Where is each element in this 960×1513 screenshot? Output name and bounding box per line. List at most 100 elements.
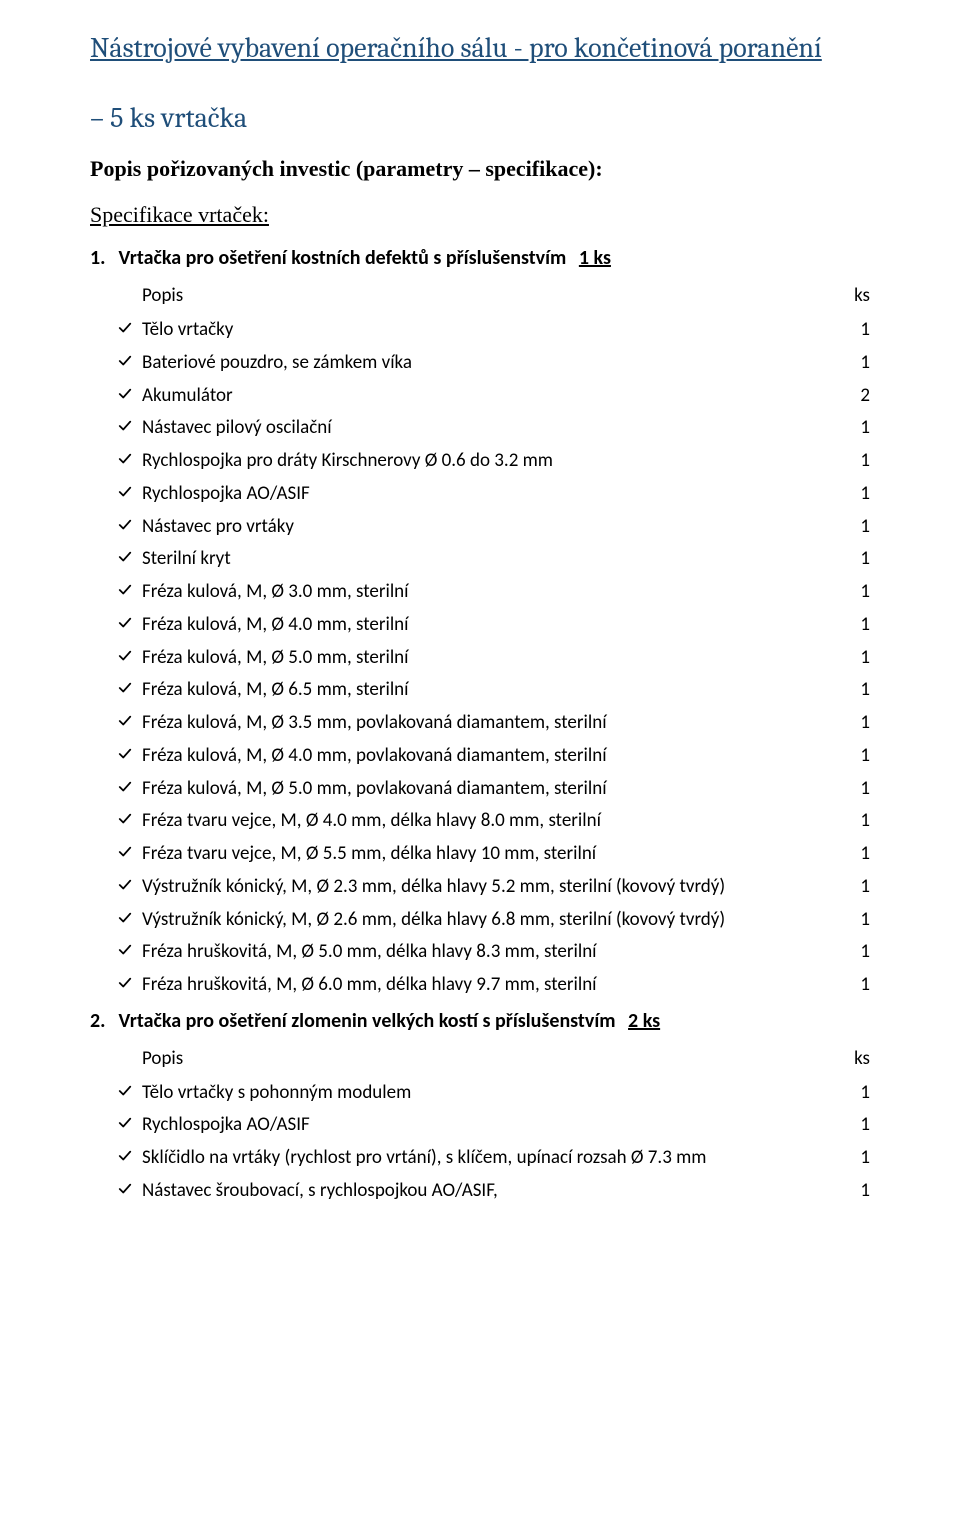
list-item: Fréza kulová, M, Ø 3.0 mm, sterilní1 [90,580,870,604]
column-header-row: Popisks [90,1047,870,1071]
item-label: Fréza kulová, M, Ø 3.0 mm, sterilní [142,580,830,604]
col-ks: ks [830,284,870,308]
section-block: 2. Vrtačka pro ošetření zlomenin velkých… [90,1009,870,1203]
item-label: Výstružník kónický, M, Ø 2.6 mm, délka h… [142,908,830,932]
list-item: Tělo vrtačky s pohonným modulem1 [90,1081,870,1105]
item-qty: 1 [830,678,870,702]
item-qty: 1 [830,449,870,473]
col-ks: ks [830,1047,870,1071]
check-icon [90,714,142,728]
item-label: Tělo vrtačky s pohonným modulem [142,1081,830,1105]
section-heading: 1. Vrtačka pro ošetření kostních defektů… [90,246,870,270]
item-qty: 1 [830,973,870,997]
item-qty: 1 [830,580,870,604]
item-label: Sklíčidlo na vrtáky (rychlost pro vrtání… [142,1146,830,1170]
item-qty: 1 [830,842,870,866]
item-label: Nástavec pilový oscilační [142,416,830,440]
col-popis: Popis [90,1047,830,1071]
item-label: Výstružník kónický, M, Ø 2.3 mm, délka h… [142,875,830,899]
item-label: Fréza kulová, M, Ø 4.0 mm, povlakovaná d… [142,744,830,768]
item-label: Fréza kulová, M, Ø 5.0 mm, sterilní [142,646,830,670]
section-number: 2. [90,1009,114,1033]
check-icon [90,911,142,925]
check-icon [90,681,142,695]
main-title: Nástrojové vybavení operačního sálu - pr… [90,30,870,66]
item-label: Rychlospojka AO/ASIF [142,482,830,506]
document-page: Nástrojové vybavení operačního sálu - pr… [0,0,960,1255]
item-qty: 1 [830,1179,870,1203]
list-item: Fréza tvaru vejce, M, Ø 4.0 mm, délka hl… [90,809,870,833]
sections-container: 1. Vrtačka pro ošetření kostních defektů… [90,246,870,1202]
item-qty: 1 [830,940,870,964]
check-icon [90,943,142,957]
list-item: Fréza kulová, M, Ø 3.5 mm, povlakovaná d… [90,711,870,735]
item-qty: 1 [830,547,870,571]
item-qty: 1 [830,613,870,637]
item-qty: 1 [830,1113,870,1137]
list-item: Tělo vrtačky1 [90,318,870,342]
list-item: Fréza kulová, M, Ø 6.5 mm, sterilní1 [90,678,870,702]
list-item: Fréza kulová, M, Ø 5.0 mm, sterilní1 [90,646,870,670]
item-label: Bateriové pouzdro, se zámkem víka [142,351,830,375]
check-icon [90,747,142,761]
item-label: Fréza kulová, M, Ø 3.5 mm, povlakovaná d… [142,711,830,735]
list-item: Nástavec pilový oscilační1 [90,416,870,440]
item-label: Fréza kulová, M, Ø 4.0 mm, sterilní [142,613,830,637]
item-qty: 1 [830,711,870,735]
item-qty: 1 [830,1146,870,1170]
list-item: Rychlospojka AO/ASIF1 [90,1113,870,1137]
list-item: Výstružník kónický, M, Ø 2.3 mm, délka h… [90,875,870,899]
list-item: Výstružník kónický, M, Ø 2.6 mm, délka h… [90,908,870,932]
item-qty: 1 [830,875,870,899]
item-label: Nástavec pro vrtáky [142,515,830,539]
list-item: Fréza kulová, M, Ø 4.0 mm, povlakovaná d… [90,744,870,768]
list-item: Bateriové pouzdro, se zámkem víka1 [90,351,870,375]
check-icon [90,387,142,401]
check-icon [90,583,142,597]
check-icon [90,812,142,826]
list-item: Fréza hruškovitá, M, Ø 5.0 mm, délka hla… [90,940,870,964]
check-icon [90,1084,142,1098]
subtitle: – 5 ks vrtačka [90,102,870,134]
section-qty: 1 ks [579,246,611,270]
list-item: Rychlospojka pro dráty Kirschnerovy Ø 0.… [90,449,870,473]
column-header-row: Popisks [90,284,870,308]
item-qty: 2 [830,384,870,408]
item-label: Akumulátor [142,384,830,408]
check-icon [90,485,142,499]
check-icon [90,550,142,564]
item-label: Tělo vrtačky [142,318,830,342]
section-heading: 2. Vrtačka pro ošetření zlomenin velkých… [90,1009,870,1033]
item-qty: 1 [830,1081,870,1105]
item-qty: 1 [830,646,870,670]
check-icon [90,321,142,335]
section-title: Vrtačka pro ošetření zlomenin velkých ko… [114,1009,620,1033]
item-label: Fréza tvaru vejce, M, Ø 4.0 mm, délka hl… [142,809,830,833]
check-icon [90,452,142,466]
investment-description: Popis pořizovaných investic (parametry –… [90,156,870,182]
item-qty: 1 [830,351,870,375]
check-icon [90,649,142,663]
check-icon [90,1182,142,1196]
item-label: Rychlospojka AO/ASIF [142,1113,830,1137]
item-qty: 1 [830,416,870,440]
item-label: Fréza kulová, M, Ø 5.0 mm, povlakovaná d… [142,777,830,801]
list-item: Fréza hruškovitá, M, Ø 6.0 mm, délka hla… [90,973,870,997]
col-popis: Popis [90,284,830,308]
item-qty: 1 [830,318,870,342]
item-qty: 1 [830,515,870,539]
list-item: Fréza kulová, M, Ø 5.0 mm, povlakovaná d… [90,777,870,801]
list-item: Sterilní kryt1 [90,547,870,571]
item-label: Fréza hruškovitá, M, Ø 6.0 mm, délka hla… [142,973,830,997]
section-title: Vrtačka pro ošetření kostních defektů s … [114,246,571,270]
check-icon [90,419,142,433]
item-qty: 1 [830,777,870,801]
item-qty: 1 [830,908,870,932]
check-icon [90,518,142,532]
check-icon [90,845,142,859]
list-item: Fréza tvaru vejce, M, Ø 5.5 mm, délka hl… [90,842,870,866]
item-qty: 1 [830,744,870,768]
list-item: Nástavec pro vrtáky1 [90,515,870,539]
check-icon [90,1149,142,1163]
list-item: Fréza kulová, M, Ø 4.0 mm, sterilní1 [90,613,870,637]
